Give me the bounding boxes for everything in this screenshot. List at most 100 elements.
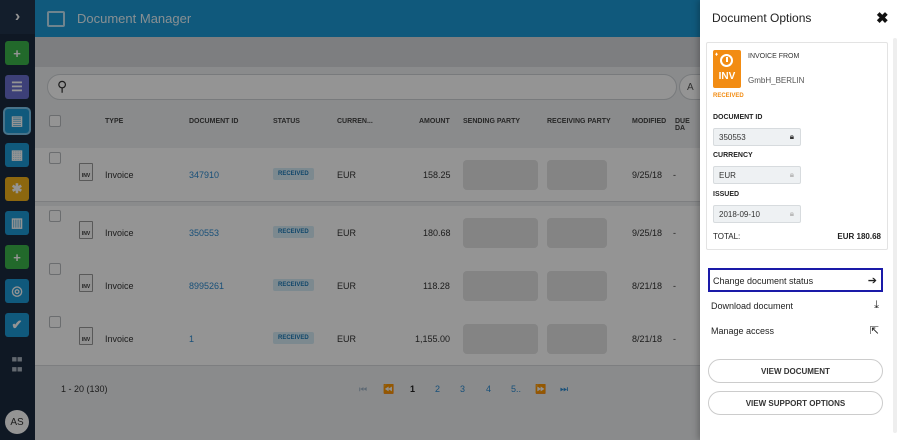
toolbar <box>35 37 700 67</box>
issued-field: 2018-09-10 🔒︎ <box>713 205 801 223</box>
table-row[interactable]: INV Invoice 8995261 RECEIVED EUR 118.28 … <box>35 259 700 313</box>
checkmark-icon: ✔ <box>11 317 23 332</box>
document-manager-button[interactable]: ▤ <box>5 109 29 133</box>
column-type[interactable]: TYPE <box>105 118 124 125</box>
invoice-clock-icon: ♦ INV <box>713 50 741 88</box>
column-status[interactable]: STATUS <box>273 118 300 125</box>
table-header: TYPE DOCUMENT ID STATUS CURREN... AMOUNT… <box>35 105 700 137</box>
cell-modified: 8/21/18 <box>632 334 663 344</box>
cell-currency: EUR <box>337 170 357 180</box>
app-title: Document Manager <box>77 11 192 26</box>
last-page-icon[interactable]: ⏭ <box>560 384 569 394</box>
support-button[interactable]: ◎ <box>5 279 29 303</box>
invoice-from-label: INVOICE FROM <box>748 53 800 60</box>
row-checkbox[interactable] <box>49 316 61 328</box>
change-document-status-action[interactable]: Change document status ➔ <box>708 268 883 292</box>
prev-page-icon[interactable]: ⏪ <box>383 384 395 394</box>
receiving-party-redacted <box>547 160 607 190</box>
cell-amount: 118.28 <box>423 281 450 291</box>
view-document-button[interactable]: VIEW DOCUMENT <box>708 359 883 383</box>
lock-icon: 🔒︎ <box>789 132 794 141</box>
document-summary-card: ♦ INV RECEIVED INVOICE FROM GmbH_BERLIN … <box>706 42 888 250</box>
manage-access-action[interactable]: Manage access ⇱ <box>711 325 879 337</box>
search-row: ⚲ A <box>35 67 700 105</box>
panel-title: Document Options <box>712 11 812 25</box>
companies-button[interactable]: ▥ <box>5 211 29 235</box>
row-checkbox[interactable] <box>49 210 61 222</box>
search-input[interactable]: ⚲ <box>47 74 677 100</box>
next-page-icon[interactable]: ⏩ <box>535 384 547 394</box>
document-id-label: DOCUMENT ID <box>713 114 763 121</box>
avatar[interactable]: AS <box>5 410 29 434</box>
integrations-button[interactable]: ✱ <box>5 177 29 201</box>
column-due-date[interactable]: DUE DA <box>675 118 690 132</box>
receiving-party-redacted <box>547 271 607 301</box>
issued-label: ISSUED <box>713 191 740 198</box>
messages-button[interactable]: ☰ <box>5 75 29 99</box>
cell-currency: EUR <box>337 228 357 238</box>
cell-due-date: - <box>673 334 676 344</box>
cell-document-id[interactable]: 1 <box>189 334 195 344</box>
cell-document-id[interactable]: 8995261 <box>189 281 225 291</box>
cell-due-date: - <box>673 170 676 180</box>
clipboard-button[interactable]: ▦ <box>5 143 29 167</box>
new-document-button[interactable]: + <box>5 245 29 269</box>
share-icon: ⇱ <box>869 325 879 337</box>
table-row[interactable]: INV Invoice 350553 RECEIVED EUR 180.68 9… <box>35 206 700 260</box>
page-2[interactable]: 2 <box>435 384 441 394</box>
search-icon: ⚲ <box>57 78 68 94</box>
sending-party-redacted <box>463 324 538 354</box>
view-support-options-button[interactable]: VIEW SUPPORT OPTIONS <box>708 391 883 415</box>
download-document-action[interactable]: Download document ⤓ <box>711 299 879 311</box>
page-3[interactable]: 3 <box>460 384 466 394</box>
sending-party-redacted <box>463 271 538 301</box>
cell-currency: EUR <box>337 281 357 291</box>
page-4[interactable]: 4 <box>486 384 492 394</box>
app-header: Document Manager <box>35 0 700 37</box>
sender-name: GmbH_BERLIN <box>748 76 805 85</box>
invoice-icon: INV <box>79 163 93 181</box>
close-icon[interactable]: ✖ <box>876 10 889 27</box>
expand-sidebar-button[interactable]: › <box>0 0 35 34</box>
column-document-id[interactable]: DOCUMENT ID <box>189 118 239 125</box>
row-checkbox[interactable] <box>49 152 61 164</box>
receiving-party-redacted <box>547 218 607 248</box>
panel-scrollbar[interactable] <box>893 38 897 433</box>
cell-amount: 1,155.00 <box>415 334 451 344</box>
building-icon: ▥ <box>10 215 24 230</box>
column-currency[interactable]: CURREN... <box>337 118 373 125</box>
invoice-icon: INV <box>79 327 93 345</box>
cell-amount: 180.68 <box>423 228 451 238</box>
cell-document-id[interactable]: 350553 <box>189 228 220 238</box>
cell-amount: 158.25 <box>423 170 451 180</box>
status-badge: RECEIVED <box>273 332 314 344</box>
table-row[interactable]: INV Invoice 1 RECEIVED EUR 1,155.00 8/21… <box>35 312 700 366</box>
page-1[interactable]: 1 <box>410 384 416 394</box>
add-app-button[interactable]: + <box>5 41 29 65</box>
cell-document-id[interactable]: 347910 <box>189 170 220 180</box>
lifebuoy-icon: ◎ <box>11 283 23 298</box>
row-checkbox[interactable] <box>49 263 61 275</box>
column-amount[interactable]: AMOUNT <box>419 118 450 125</box>
modal-backdrop[interactable] <box>0 0 700 440</box>
column-sending-party[interactable]: SENDING PARTY <box>463 118 521 125</box>
search-filter-chip[interactable]: A <box>679 74 700 100</box>
cell-type: Invoice <box>105 281 134 291</box>
column-receiving-party[interactable]: RECEIVING PARTY <box>547 118 611 125</box>
status-label: RECEIVED <box>713 93 744 99</box>
chat-icon: ☰ <box>11 79 23 94</box>
tasks-button[interactable]: ✔ <box>5 313 29 337</box>
select-all-checkbox[interactable] <box>49 115 61 127</box>
column-modified[interactable]: MODIFIED <box>632 118 667 125</box>
cell-type: Invoice <box>105 170 134 180</box>
download-icon: ⤓ <box>874 299 879 311</box>
plus-icon: + <box>13 45 21 61</box>
table-row[interactable]: INV Invoice 347910 RECEIVED EUR 158.25 9… <box>35 148 700 202</box>
cell-due-date: - <box>673 281 676 291</box>
currency-label: CURRENCY <box>713 152 753 159</box>
document-add-icon: + <box>13 249 21 265</box>
apps-grid-button[interactable]: ■■ ■■ <box>5 352 29 376</box>
cell-modified: 9/25/18 <box>632 170 663 180</box>
page-5-more[interactable]: 5.. <box>511 384 522 394</box>
first-page-icon[interactable]: ⏮ <box>359 384 368 394</box>
